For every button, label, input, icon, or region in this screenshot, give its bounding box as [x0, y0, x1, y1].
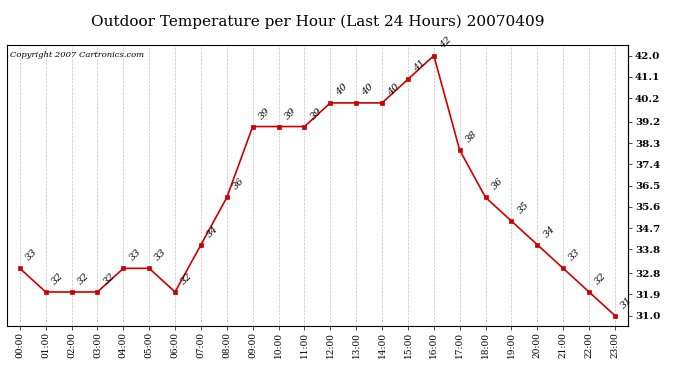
- Text: 40: 40: [360, 82, 375, 98]
- Text: 32: 32: [76, 271, 91, 286]
- Text: 34: 34: [205, 224, 220, 239]
- Text: 32: 32: [593, 271, 609, 286]
- Text: 33: 33: [24, 248, 39, 263]
- Text: 36: 36: [231, 177, 246, 192]
- Text: 34: 34: [542, 224, 557, 239]
- Text: 40: 40: [386, 82, 402, 98]
- Text: 40: 40: [335, 82, 350, 98]
- Text: 35: 35: [515, 200, 531, 216]
- Text: 39: 39: [257, 106, 272, 121]
- Text: 36: 36: [490, 177, 505, 192]
- Text: 31: 31: [619, 295, 634, 310]
- Text: 32: 32: [101, 271, 117, 286]
- Text: 41: 41: [412, 58, 427, 74]
- Text: 39: 39: [283, 106, 298, 121]
- Text: 39: 39: [308, 106, 324, 121]
- Text: 33: 33: [153, 248, 168, 263]
- Text: 33: 33: [567, 248, 582, 263]
- Text: Copyright 2007 Cartronics.com: Copyright 2007 Cartronics.com: [10, 51, 144, 58]
- Text: 33: 33: [128, 248, 143, 263]
- Text: 42: 42: [438, 35, 453, 50]
- Text: 32: 32: [50, 271, 65, 286]
- Text: 32: 32: [179, 271, 195, 286]
- Text: 38: 38: [464, 129, 479, 145]
- Text: Outdoor Temperature per Hour (Last 24 Hours) 20070409: Outdoor Temperature per Hour (Last 24 Ho…: [90, 15, 544, 29]
